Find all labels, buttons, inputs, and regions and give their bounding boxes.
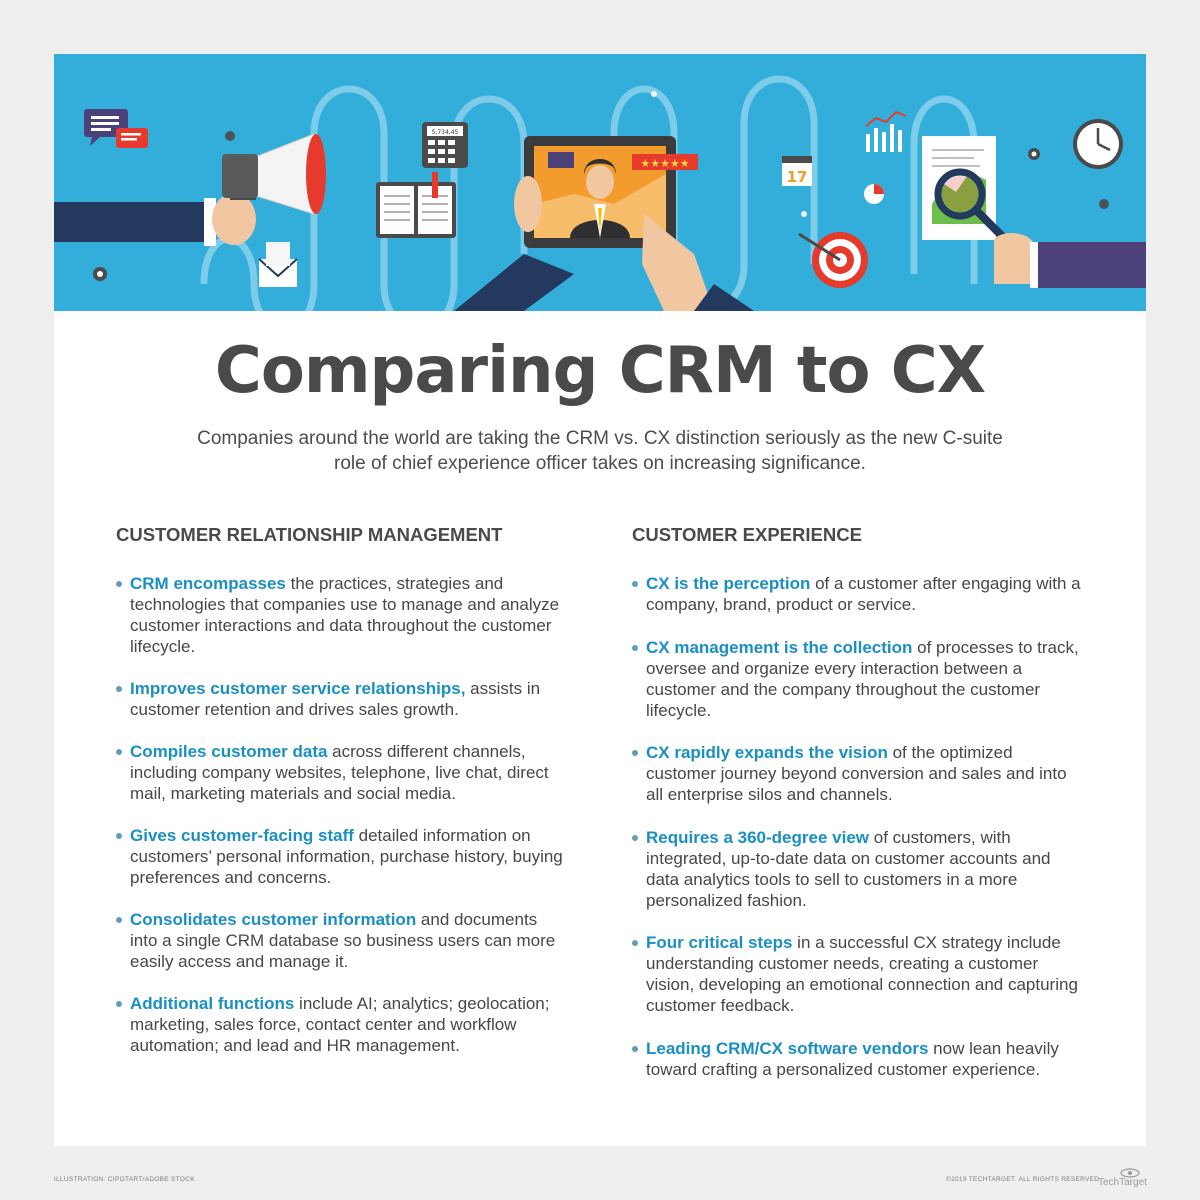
bullet-icon xyxy=(116,1001,122,1007)
cx-column: CUSTOMER EXPERIENCE CX is the perception… xyxy=(632,524,1082,1101)
item-text: of customers, with integrated, up-to-dat… xyxy=(646,827,1051,910)
item-lead: CRM encompasses xyxy=(130,574,286,593)
chat-bubbles-icon xyxy=(84,109,148,148)
item-text: detailed information on customers’ perso… xyxy=(130,826,563,887)
item-text: of the optimized customer journey beyond… xyxy=(646,743,1067,804)
list-item: CX is the perception of a customer after… xyxy=(632,573,1082,615)
item-lead: CX rapidly expands the vision xyxy=(646,743,888,762)
item-lead: CX is the perception xyxy=(646,574,811,593)
techtarget-logo: TechTarget xyxy=(1098,1168,1148,1188)
list-item: CRM encompasses the practices, strategie… xyxy=(116,573,566,657)
bullet-icon xyxy=(632,940,638,946)
cx-list: CX is the perception of a customer after… xyxy=(632,573,1082,1080)
item-text: assists in customer retention and drives… xyxy=(130,679,541,719)
tablet-icon: ★★★★★ xyxy=(454,136,754,311)
list-item: CX rapidly expands the vision of the opt… xyxy=(632,742,1082,805)
list-item: Leading CRM/CX software vendors now lean… xyxy=(632,1038,1082,1080)
list-item: Additional functions include AI; analyti… xyxy=(116,993,566,1056)
svg-text:★★★★★: ★★★★★ xyxy=(640,157,689,170)
crm-list: CRM encompasses the practices, strategie… xyxy=(116,573,566,1056)
list-item: Compiles customer data across different … xyxy=(116,741,566,804)
calendar-icon: 17 xyxy=(782,156,812,186)
brand-name: TechTarget xyxy=(1098,1177,1147,1188)
bar-chart-icon xyxy=(865,110,907,152)
target-icon xyxy=(798,232,868,288)
list-item: Gives customer-facing staff detailed inf… xyxy=(116,825,566,888)
bullet-icon xyxy=(116,749,122,755)
clock-icon xyxy=(1073,119,1123,169)
item-lead: CX management is the collection xyxy=(646,637,913,657)
list-item: CX management is the collection of proce… xyxy=(632,637,1082,721)
page-title: Comparing CRM to CX xyxy=(214,334,986,408)
bullet-icon xyxy=(632,644,638,651)
pie-chart-icon xyxy=(864,184,884,204)
item-text: of a customer after engaging with a comp… xyxy=(646,574,1081,614)
list-item: Four critical steps in a successful CX s… xyxy=(632,932,1082,1016)
item-text: now lean heavily toward crafting a perso… xyxy=(646,1038,1059,1079)
item-lead: Four critical steps xyxy=(646,933,793,952)
bullet-icon xyxy=(632,581,638,587)
bullet-icon xyxy=(116,917,122,923)
bullet-icon xyxy=(116,686,122,692)
rating-stars-icon: ★★★★★ xyxy=(632,154,698,170)
list-item: Requires a 360-degree view of customers,… xyxy=(632,827,1082,911)
gear-icon xyxy=(93,148,1040,281)
bullet-icon xyxy=(632,834,638,841)
page-subtitle: Companies around the world are taking th… xyxy=(197,428,1003,474)
svg-text:17: 17 xyxy=(787,168,808,186)
notebook-icon xyxy=(376,172,456,238)
item-lead: Gives customer-facing staff xyxy=(130,826,354,845)
list-item: Consolidates customer information and do… xyxy=(116,909,566,972)
crm-heading: CUSTOMER RELATIONSHIP MANAGEMENT xyxy=(116,524,503,545)
item-lead: Consolidates customer information xyxy=(130,910,417,929)
svg-text:5,734,45: 5,734,45 xyxy=(432,129,459,136)
item-text: include AI; analytics; geolocation; mark… xyxy=(130,994,550,1055)
calculator-icon: 5,734,45 xyxy=(422,122,468,168)
item-text: in a successful CX strategy include unde… xyxy=(646,933,1078,1015)
item-lead: Additional functions xyxy=(130,994,295,1013)
list-item: Improves customer service relationships,… xyxy=(116,678,566,720)
eye-icon xyxy=(1120,1168,1140,1178)
businessman-avatar-icon xyxy=(570,159,630,238)
hero-banner: 5,734,45 xyxy=(54,54,1146,311)
item-lead: Leading CRM/CX software vendors xyxy=(646,1038,929,1058)
item-text: the practices, strategies and technologi… xyxy=(130,574,560,656)
item-text: of processes to track, oversee and organ… xyxy=(646,637,1079,720)
crm-column: CUSTOMER RELATIONSHIP MANAGEMENT CRM enc… xyxy=(116,524,566,1077)
cx-heading: CUSTOMER EXPERIENCE xyxy=(632,524,862,545)
bullet-icon xyxy=(632,750,638,756)
bullet-icon xyxy=(116,833,122,839)
copyright-notice: ©2019 TECHTARGET. ALL RIGHTS RESERVED xyxy=(946,1176,1100,1183)
bullet-icon xyxy=(116,581,122,587)
item-text: and documents into a single CRM database… xyxy=(130,910,556,971)
item-lead: Compiles customer data xyxy=(130,742,328,761)
item-lead: Improves customer service relationships, xyxy=(130,679,466,698)
banner-illustration: 5,734,45 xyxy=(54,75,1146,311)
megaphone-icon xyxy=(54,133,326,246)
item-lead: Requires a 360-degree view xyxy=(646,827,870,847)
item-text: across different channels, including com… xyxy=(130,742,549,803)
illustration-credit: ILLUSTRATION: CIPOTART/ADOBE STOCK xyxy=(54,1176,195,1183)
infographic-card: 5,734,45 xyxy=(54,54,1146,1146)
bullet-icon xyxy=(632,1045,638,1052)
envelope-icon xyxy=(258,242,298,287)
